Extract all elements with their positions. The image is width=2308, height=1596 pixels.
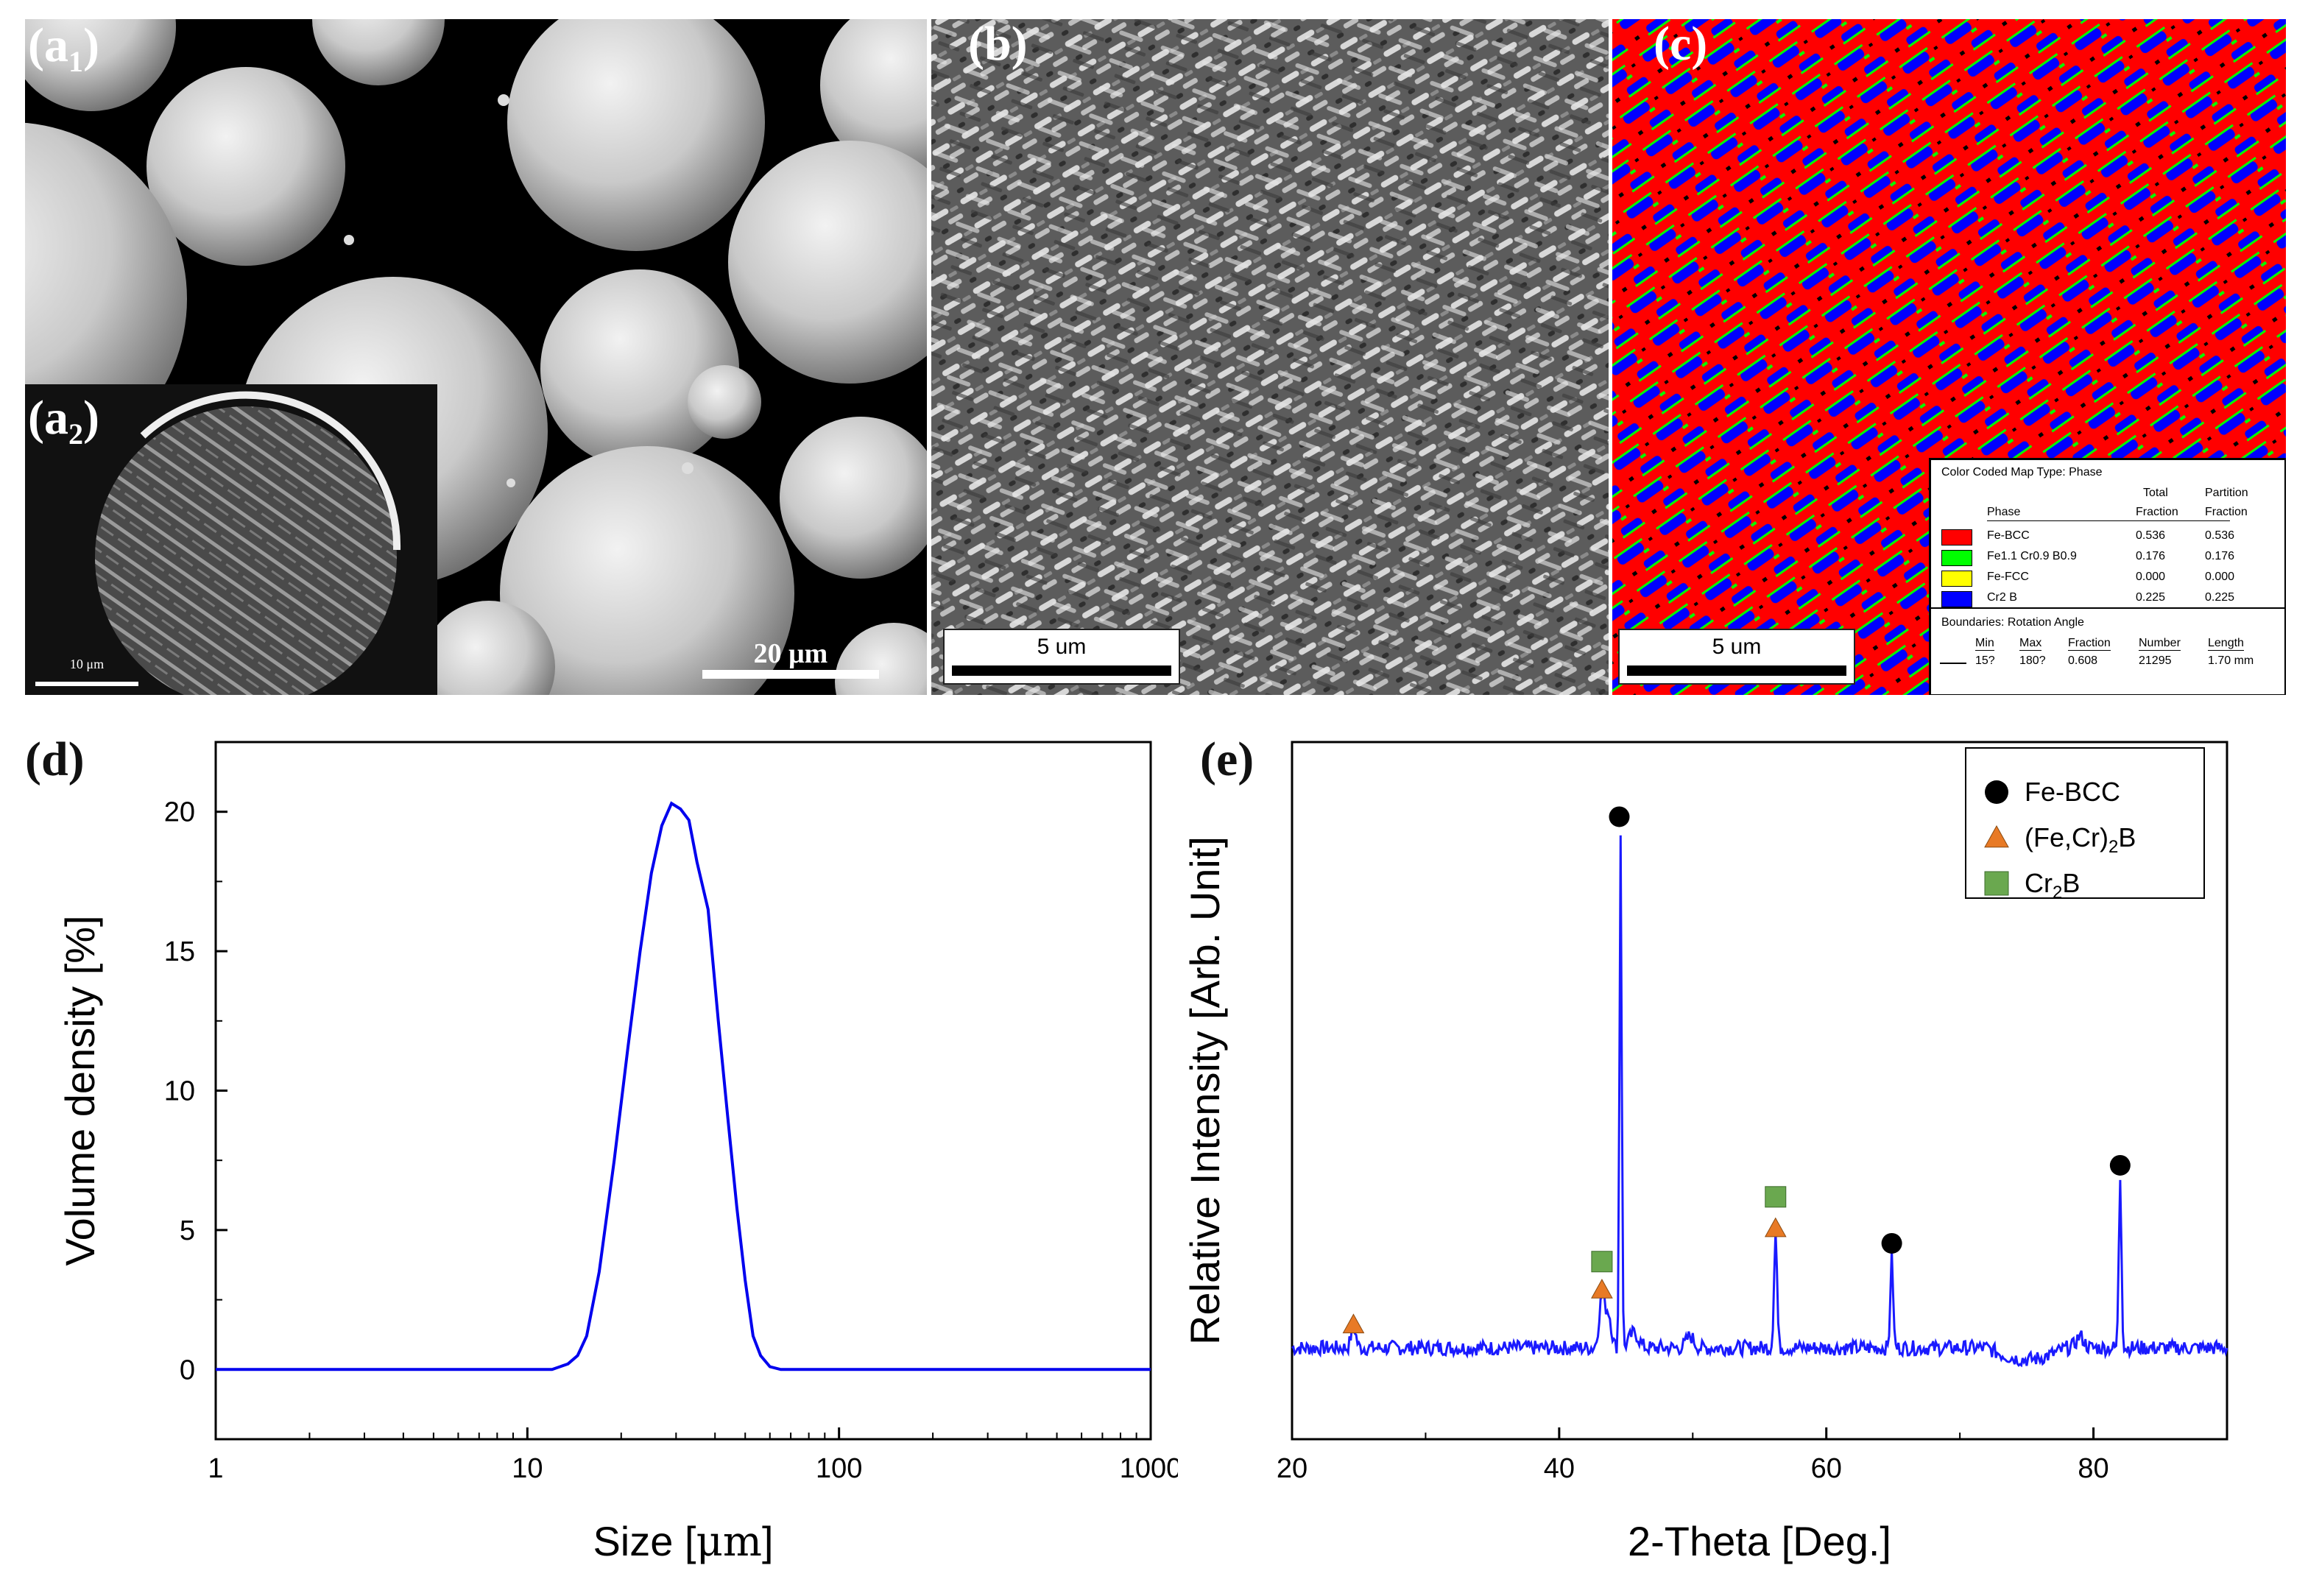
cross-section-image <box>95 391 401 695</box>
size-distribution-line <box>216 801 1151 1371</box>
plot-frame <box>1291 741 2228 1441</box>
legend-swatch <box>1941 529 1972 545</box>
peak-marker-circle <box>1881 1232 1902 1254</box>
panel-a2-inset-cross-section: (a2) 10 μm <box>25 384 437 695</box>
chart-d-size-distribution: 1 10 100 1000 0 5 10 15 20 Size [μm] Volume densit… <box>57 741 1178 1566</box>
legend-phase-fraction: 0.000 <box>2136 571 2166 583</box>
legend-col-total: Total <box>2143 487 2168 499</box>
legend-marker-circle <box>1985 780 2008 804</box>
legend-phase-fraction: 0.000 <box>2205 571 2235 583</box>
legend-label: Fe-BCC <box>2025 777 2120 807</box>
x-tick-label: 10 <box>512 1453 543 1484</box>
y-tick-label: 20 <box>164 797 195 828</box>
panel-a1-scale-bar: 20 μm <box>702 638 879 679</box>
y-axis-label: Volume density [%] <box>57 915 103 1265</box>
x-tick-label: 60 <box>1811 1453 1842 1484</box>
legend-marker-triangle <box>1984 825 2009 848</box>
peak-marker-triangle <box>1342 1313 1365 1334</box>
panel-b-scale-bar: 5 um <box>943 629 1180 685</box>
legend-swatch <box>1941 550 1972 566</box>
panel-a1-sem-powder: (a1) 20 μm <box>25 19 927 695</box>
xrd-pattern-line <box>1291 835 2228 1368</box>
x-tick-label: 80 <box>2078 1453 2108 1484</box>
peak-marker-square <box>1591 1251 1613 1273</box>
legend-phase-name: Cr2 B <box>1987 591 2017 604</box>
legend-phase-name: Fe-BCC <box>1987 529 2030 542</box>
panel-c-label: (c) <box>1654 19 1708 71</box>
legend-phase-fraction: 0.225 <box>2205 591 2235 604</box>
legend-marker-square <box>1984 871 2009 896</box>
legend-col-fraction-partition: Fraction <box>2205 506 2248 518</box>
y-tick-label: 10 <box>164 1076 195 1107</box>
legend-phase-fraction: 0.176 <box>2136 550 2166 562</box>
x-tick-label: 40 <box>1544 1453 1575 1484</box>
boundary-header: Fraction <box>2068 637 2111 651</box>
plot-frame <box>214 741 1152 1441</box>
y-tick-label: 0 <box>180 1355 195 1385</box>
boundary-line-swatch <box>1940 663 1966 664</box>
boundary-header: Min <box>1975 637 1994 651</box>
boundary-header: Number <box>2139 637 2181 651</box>
panel-e-label: (e) <box>1200 732 1254 786</box>
panel-b-micrograph: (b) 5 um <box>931 19 1609 695</box>
y-tick-label: 15 <box>164 936 195 967</box>
peak-marker-circle <box>2109 1154 2131 1176</box>
boundary-value: 180? <box>2019 654 2046 667</box>
legend-phase-name: Fe-FCC <box>1987 571 2029 583</box>
boundary-value: 15? <box>1975 654 1995 667</box>
y-axis-label: Relative Intensity [Arb. Unit] <box>1182 836 1228 1345</box>
legend-phase-name: Fe1.1 Cr0.9 B0.9 <box>1987 550 2077 562</box>
peak-marker-triangle <box>1591 1279 1613 1299</box>
legend-phase-fraction: 0.176 <box>2205 550 2235 562</box>
legend-phase-fraction: 0.536 <box>2136 529 2166 542</box>
legend-boundaries-title: Boundaries: Rotation Angle <box>1941 616 2084 629</box>
peak-marker-triangle <box>1764 1217 1787 1237</box>
panel-d-label: (d) <box>25 732 85 786</box>
phase-legend: Color Coded Map Type: Phase Total Partit… <box>1929 458 2286 695</box>
peak-marker-square <box>1765 1186 1787 1208</box>
boundary-value: 0.608 <box>2068 654 2098 667</box>
panel-a2-label: (a2) <box>28 391 99 451</box>
boundary-header: Length <box>2208 637 2244 651</box>
x-tick-label: 1000 <box>1120 1453 1178 1484</box>
peak-marker-circle <box>1609 806 1630 827</box>
boundary-value: 21295 <box>2139 654 2172 667</box>
micrograph-image <box>931 19 1609 695</box>
legend-col-fraction-total: Fraction <box>2136 506 2178 518</box>
legend-col-phase: Phase <box>1987 506 2021 518</box>
legend-col-partition: Partition <box>2205 487 2248 499</box>
legend-label: Cr2B <box>2025 868 2080 903</box>
boundary-header: Max <box>2019 637 2042 651</box>
legend-label: (Fe,Cr)2B <box>2025 822 2136 857</box>
x-axis-label: 2-Theta [Deg.] <box>1628 1518 1891 1564</box>
legend-swatch <box>1941 591 1972 607</box>
powder-particles-image <box>25 19 927 695</box>
legend-title: Color Coded Map Type: Phase <box>1941 466 2103 479</box>
panel-b-label: (b) <box>968 19 1028 71</box>
panel-c-phase-map: (c) 5 um Color Coded Map Type: Phase Tot… <box>1612 19 2286 695</box>
boundary-value: 1.70 mm <box>2208 654 2254 667</box>
legend-phase-fraction: 0.536 <box>2205 529 2235 542</box>
x-tick-label: 20 <box>1277 1453 1307 1484</box>
chart-e-xrd: 20 40 60 80 Fe-BCC (Fe,Cr)2B Cr2B 2-Theta [Deg.… <box>1182 741 2228 1564</box>
x-tick-label: 100 <box>816 1453 862 1484</box>
panel-c-scale-bar: 5 um <box>1618 629 1855 685</box>
legend-phase-fraction: 0.225 <box>2136 591 2166 604</box>
panel-a1-label: (a1) <box>28 19 99 79</box>
y-tick-label: 5 <box>180 1215 195 1246</box>
x-axis-label: Size [μm] <box>593 1518 773 1566</box>
x-tick-label: 1 <box>208 1453 223 1484</box>
legend-swatch <box>1941 571 1972 587</box>
panel-a2-scale-bar: 10 μm <box>35 657 138 686</box>
